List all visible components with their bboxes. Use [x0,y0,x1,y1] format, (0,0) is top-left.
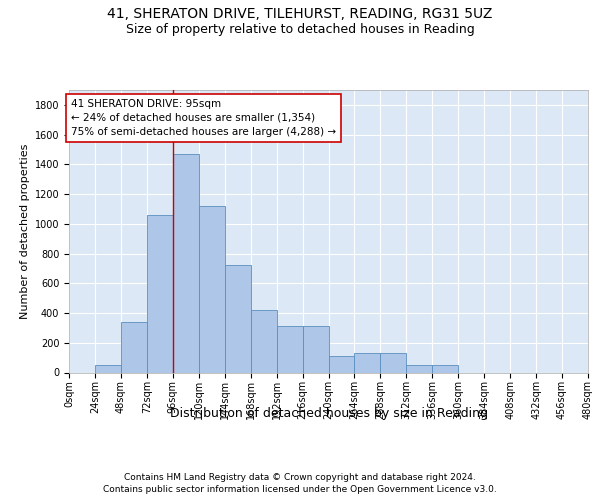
Text: Contains HM Land Registry data © Crown copyright and database right 2024.: Contains HM Land Registry data © Crown c… [124,472,476,482]
Bar [251,310,277,372]
Text: 41, SHERATON DRIVE, TILEHURST, READING, RG31 5UZ: 41, SHERATON DRIVE, TILEHURST, READING, … [107,8,493,22]
Y-axis label: Number of detached properties: Number of detached properties [20,144,31,319]
Bar [432,365,458,372]
Bar [406,365,432,372]
Text: Contains public sector information licensed under the Open Government Licence v3: Contains public sector information licen… [103,485,497,494]
Bar [380,353,406,372]
Bar [199,206,224,372]
Text: Distribution of detached houses by size in Reading: Distribution of detached houses by size … [170,408,488,420]
Bar [355,353,380,372]
Bar [147,215,173,372]
Bar [225,266,251,372]
Bar [329,356,355,372]
Bar [173,154,199,372]
Bar [95,365,121,372]
Bar [121,322,147,372]
Bar [302,326,329,372]
Text: Size of property relative to detached houses in Reading: Size of property relative to detached ho… [125,22,475,36]
Bar [277,326,302,372]
Text: 41 SHERATON DRIVE: 95sqm
← 24% of detached houses are smaller (1,354)
75% of sem: 41 SHERATON DRIVE: 95sqm ← 24% of detach… [71,99,336,137]
